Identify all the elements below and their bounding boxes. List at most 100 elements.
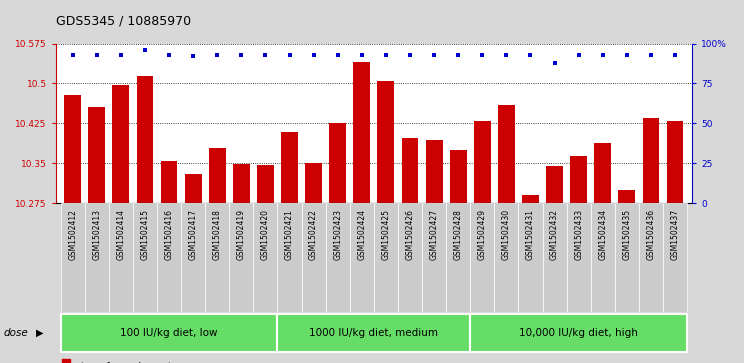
Bar	[594, 143, 612, 203]
Text: GSM1502427: GSM1502427	[429, 209, 439, 260]
Bar	[522, 195, 539, 203]
Point	[645, 52, 657, 58]
Bar	[353, 62, 371, 203]
Bar	[474, 121, 491, 203]
Bar	[450, 150, 466, 203]
Bar	[618, 190, 635, 203]
Point	[404, 52, 416, 58]
FancyBboxPatch shape	[350, 203, 374, 312]
Point	[211, 52, 223, 58]
Text: GSM1502415: GSM1502415	[141, 209, 150, 260]
Bar	[233, 164, 250, 203]
Text: GSM1502418: GSM1502418	[213, 209, 222, 260]
Point	[356, 52, 368, 58]
Point	[332, 52, 344, 58]
Point	[91, 52, 103, 58]
Text: GSM1502425: GSM1502425	[382, 209, 391, 260]
Text: GSM1502417: GSM1502417	[189, 209, 198, 260]
Text: GDS5345 / 10885970: GDS5345 / 10885970	[56, 15, 191, 28]
Point	[525, 52, 536, 58]
Text: GSM1502413: GSM1502413	[92, 209, 101, 260]
Text: GSM1502423: GSM1502423	[333, 209, 342, 260]
Point	[308, 52, 320, 58]
Point	[452, 52, 464, 58]
Bar	[570, 156, 587, 203]
FancyBboxPatch shape	[591, 203, 615, 312]
Point	[428, 52, 440, 58]
Bar	[257, 166, 274, 203]
Text: GSM1502429: GSM1502429	[478, 209, 487, 260]
Text: GSM1502424: GSM1502424	[357, 209, 366, 260]
FancyBboxPatch shape	[301, 203, 326, 312]
FancyBboxPatch shape	[278, 314, 470, 352]
FancyBboxPatch shape	[422, 203, 446, 312]
Point	[67, 52, 79, 58]
Point	[139, 47, 151, 53]
FancyBboxPatch shape	[60, 203, 85, 312]
FancyBboxPatch shape	[446, 203, 470, 312]
Text: GSM1502435: GSM1502435	[623, 209, 632, 260]
FancyBboxPatch shape	[85, 203, 109, 312]
FancyBboxPatch shape	[470, 314, 687, 352]
FancyBboxPatch shape	[157, 203, 181, 312]
Point	[380, 52, 392, 58]
FancyBboxPatch shape	[567, 203, 591, 312]
Text: 100 IU/kg diet, low: 100 IU/kg diet, low	[121, 328, 218, 338]
Text: GSM1502419: GSM1502419	[237, 209, 246, 260]
Text: GSM1502433: GSM1502433	[574, 209, 583, 260]
Text: 10,000 IU/kg diet, high: 10,000 IU/kg diet, high	[519, 328, 638, 338]
Bar	[377, 81, 394, 203]
FancyBboxPatch shape	[326, 203, 350, 312]
Point	[115, 52, 126, 58]
Text: GSM1502426: GSM1502426	[405, 209, 414, 260]
FancyBboxPatch shape	[615, 203, 639, 312]
FancyBboxPatch shape	[374, 203, 398, 312]
FancyBboxPatch shape	[639, 203, 663, 312]
Point	[260, 52, 272, 58]
Text: GSM1502437: GSM1502437	[670, 209, 679, 260]
Bar	[667, 121, 684, 203]
Bar	[498, 105, 515, 203]
Text: GSM1502412: GSM1502412	[68, 209, 77, 260]
Point	[476, 52, 488, 58]
FancyBboxPatch shape	[398, 203, 422, 312]
Text: GSM1502414: GSM1502414	[116, 209, 125, 260]
FancyBboxPatch shape	[133, 203, 157, 312]
Point	[573, 52, 585, 58]
Bar	[281, 132, 298, 203]
Text: GSM1502420: GSM1502420	[261, 209, 270, 260]
Bar	[185, 174, 202, 203]
FancyBboxPatch shape	[278, 203, 301, 312]
Point	[548, 60, 560, 66]
FancyBboxPatch shape	[542, 203, 567, 312]
Point	[669, 52, 681, 58]
Point	[501, 52, 513, 58]
Text: dose: dose	[4, 328, 28, 338]
Bar	[643, 118, 659, 203]
Bar	[89, 107, 105, 203]
Bar	[209, 148, 225, 203]
Point	[597, 52, 609, 58]
Point	[283, 52, 295, 58]
FancyBboxPatch shape	[519, 203, 542, 312]
FancyBboxPatch shape	[205, 203, 229, 312]
Text: GSM1502432: GSM1502432	[550, 209, 559, 260]
Text: GSM1502421: GSM1502421	[285, 209, 294, 260]
Text: transformed count: transformed count	[81, 362, 172, 363]
FancyBboxPatch shape	[181, 203, 205, 312]
FancyBboxPatch shape	[663, 203, 687, 312]
Text: 1000 IU/kg diet, medium: 1000 IU/kg diet, medium	[310, 328, 438, 338]
Text: GSM1502422: GSM1502422	[309, 209, 318, 260]
Bar	[402, 138, 418, 203]
FancyBboxPatch shape	[229, 203, 254, 312]
Text: GSM1502434: GSM1502434	[598, 209, 607, 260]
Bar	[161, 161, 178, 203]
Bar	[136, 76, 153, 203]
Bar	[62, 359, 70, 363]
Bar	[546, 166, 563, 203]
Point	[187, 53, 199, 59]
Bar	[426, 140, 443, 203]
Bar	[330, 123, 346, 203]
Point	[163, 52, 175, 58]
Text: GSM1502428: GSM1502428	[454, 209, 463, 260]
